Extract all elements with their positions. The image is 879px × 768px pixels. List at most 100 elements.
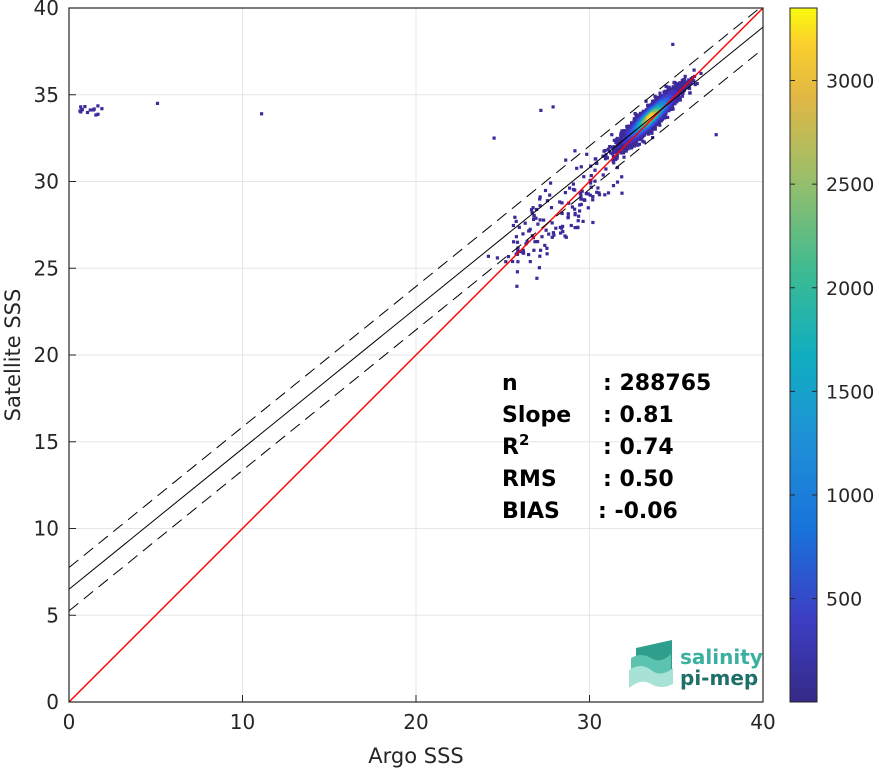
stat-value: : 0.74: [603, 435, 674, 460]
density-point: [619, 133, 623, 137]
density-point: [685, 84, 689, 88]
density-point: [589, 185, 593, 189]
density-point: [558, 200, 562, 204]
density-point: [100, 107, 104, 111]
density-point: [515, 240, 520, 244]
density-point: [623, 133, 627, 138]
density-point: [545, 252, 549, 256]
density-point: [573, 226, 577, 230]
density-point: [611, 152, 615, 156]
density-point: [673, 81, 677, 85]
colorbar-gradient: [789, 7, 818, 703]
density-point: [516, 249, 520, 253]
density-point: [606, 191, 611, 195]
density-point: [650, 131, 654, 135]
density-point: [550, 235, 554, 239]
density-point: [597, 191, 601, 195]
colorbar-tick-label: 2000: [826, 278, 874, 300]
density-point: [579, 194, 583, 199]
x-tick-label: 20: [403, 710, 428, 734]
density-point: [622, 155, 626, 159]
density-point: [591, 195, 595, 199]
density-point: [603, 193, 607, 197]
density-point: [544, 228, 548, 232]
density-point: [94, 113, 98, 117]
density-point: [534, 207, 539, 212]
y-tick-label: 10: [34, 517, 59, 541]
density-point: [593, 179, 597, 183]
stat-value: : 0.50: [603, 467, 674, 492]
y-tick-label: 25: [34, 256, 59, 280]
density-point: [511, 259, 515, 264]
density-point: [79, 110, 83, 114]
density-point: [633, 112, 637, 116]
y-tick-label: 35: [34, 83, 59, 107]
density-point: [568, 186, 572, 190]
y-tick-label: 20: [34, 343, 59, 367]
density-point: [560, 201, 564, 205]
density-point: [693, 83, 697, 87]
density-point: [676, 98, 680, 102]
density-point: [687, 86, 691, 91]
density-point: [627, 145, 631, 149]
density-point: [687, 84, 691, 88]
density-point: [529, 208, 534, 212]
density-point: [504, 260, 508, 264]
density-point: [512, 240, 516, 244]
density-point: [692, 68, 696, 72]
density-point: [612, 147, 616, 151]
density-point: [582, 198, 586, 202]
density-point: [543, 243, 547, 247]
density-point: [564, 235, 568, 239]
x-tick-label: 10: [230, 710, 255, 734]
density-point: [547, 232, 551, 236]
density-point: [591, 220, 595, 225]
density-point: [511, 223, 515, 228]
density-point: [611, 159, 615, 163]
density-point: [579, 165, 583, 169]
identity-line: [69, 8, 763, 702]
density-point: [671, 107, 675, 111]
colorbar-tick-label: 1000: [826, 485, 874, 507]
density-point: [641, 139, 645, 143]
density-point: [611, 184, 616, 188]
density-point: [579, 191, 583, 195]
fit-lines: [69, 8, 763, 702]
density-point: [579, 197, 583, 201]
density-point: [548, 193, 552, 197]
density-point: [91, 108, 96, 112]
density-point: [606, 147, 610, 151]
density-point: [680, 94, 684, 98]
density-point: [603, 157, 608, 161]
density-point: [550, 221, 554, 225]
density-point: [671, 42, 675, 46]
density-point: [495, 256, 499, 260]
density-point: [532, 248, 536, 252]
logo-text-pi-mep: pi-mep: [680, 666, 758, 690]
density-point: [538, 204, 542, 208]
density-point: [597, 193, 602, 197]
density-point: [593, 157, 597, 161]
density-point: [560, 211, 564, 215]
density-point: [586, 192, 590, 196]
density-point: [538, 254, 542, 258]
density-point: [528, 260, 532, 264]
density-point: [573, 149, 577, 153]
density-point: [588, 193, 592, 197]
stat-value: : 0.81: [603, 403, 674, 428]
density-point: [552, 233, 556, 237]
density-point: [558, 225, 562, 229]
density-point: [538, 197, 542, 201]
density-point: [566, 216, 570, 220]
density-point: [683, 74, 687, 78]
density-point: [539, 108, 543, 112]
density-point: [537, 266, 541, 270]
density-point: [615, 166, 619, 170]
density-point: [684, 86, 688, 90]
density-point: [521, 248, 525, 252]
density-point: [492, 136, 496, 140]
y-tick-label: 5: [46, 603, 59, 627]
density-point: [611, 155, 615, 159]
density-point: [542, 218, 546, 222]
